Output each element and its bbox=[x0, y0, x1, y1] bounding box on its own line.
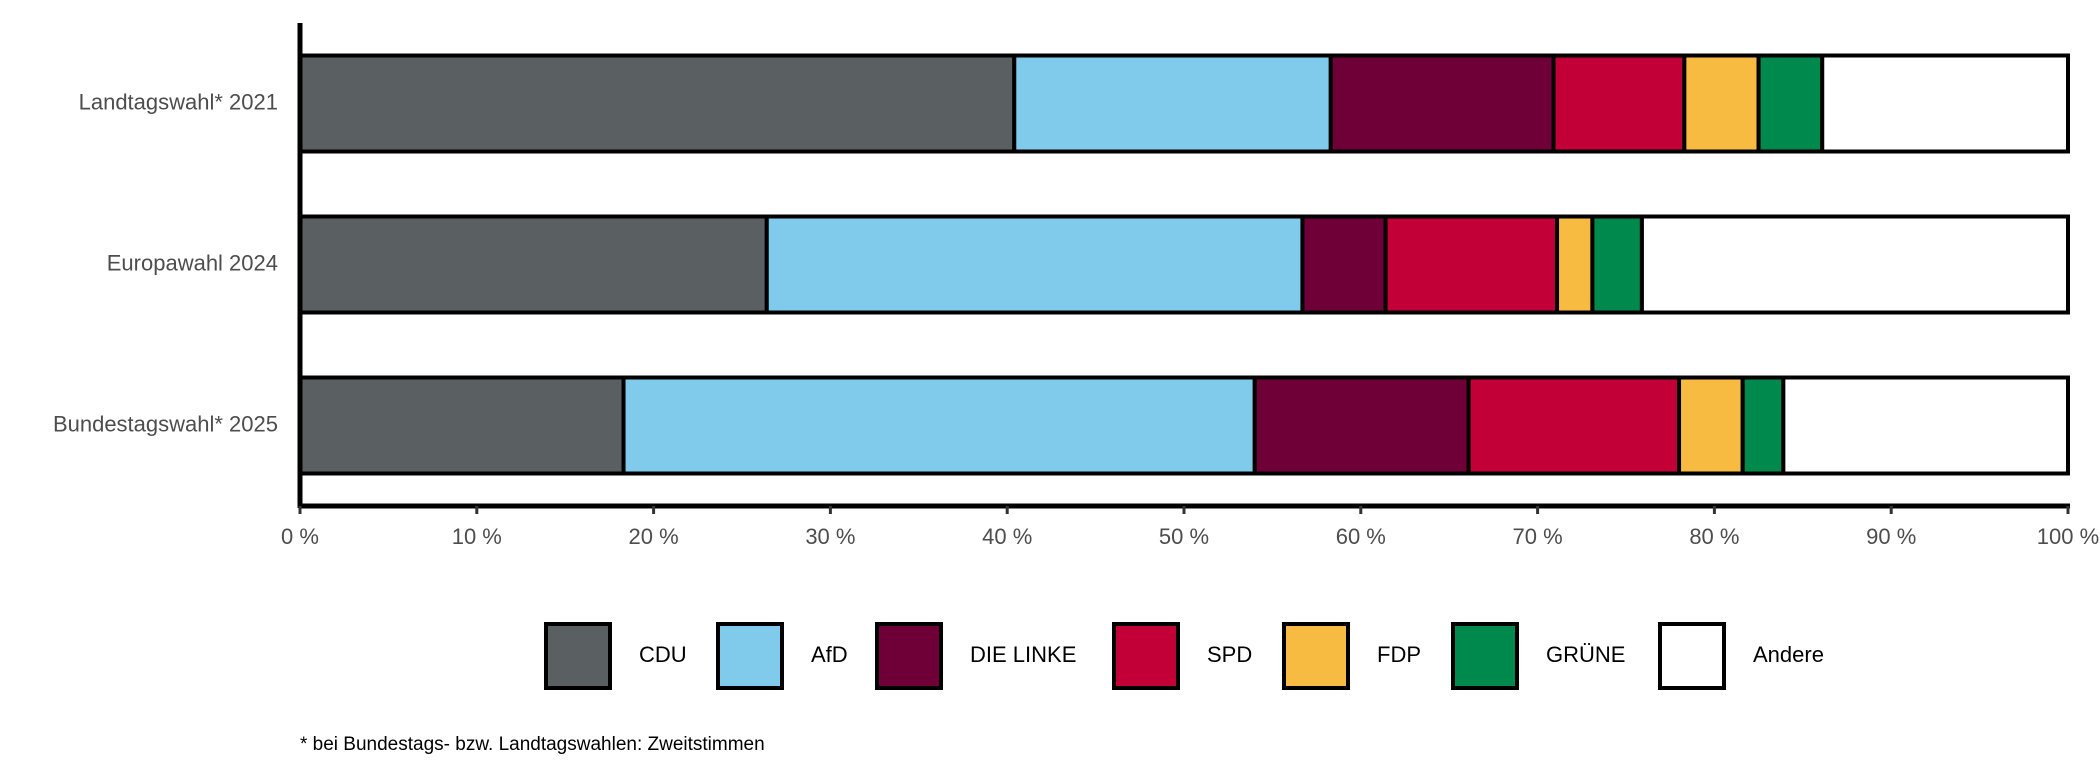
x-tick-label: 30 % bbox=[805, 524, 855, 549]
x-tick-label: 70 % bbox=[1513, 524, 1563, 549]
bar-segment bbox=[1820, 53, 2071, 154]
bar-segment bbox=[1781, 375, 2071, 476]
bar-segment bbox=[298, 375, 626, 476]
x-tick-label: 60 % bbox=[1336, 524, 1386, 549]
bar-segment bbox=[298, 53, 1017, 154]
legend-swatch bbox=[716, 622, 784, 690]
legend-label: GRÜNE bbox=[1546, 642, 1625, 667]
bar-segment bbox=[1555, 214, 1595, 315]
legend-label: DIE LINKE bbox=[970, 642, 1076, 667]
bar-segment bbox=[1756, 53, 1825, 154]
bar-segment bbox=[1383, 214, 1560, 315]
y-tick-label: Landtagswahl* 2021 bbox=[79, 89, 278, 114]
x-tick-label: 0 % bbox=[281, 524, 319, 549]
legend-label: SPD bbox=[1207, 642, 1252, 667]
legend-label: FDP bbox=[1377, 642, 1421, 667]
legend-swatch bbox=[1658, 622, 1726, 690]
bar-segment bbox=[1012, 53, 1333, 154]
bar-segment bbox=[764, 214, 1305, 315]
bar-segment bbox=[1300, 214, 1388, 315]
bar-segment bbox=[621, 375, 1257, 476]
bar-segment bbox=[1551, 53, 1687, 154]
legend-swatch bbox=[1112, 622, 1180, 690]
bar-segment bbox=[1682, 53, 1761, 154]
x-tick-label: 40 % bbox=[982, 524, 1032, 549]
y-tick-label: Bundestagswahl* 2025 bbox=[53, 411, 278, 436]
x-tick-label: 20 % bbox=[629, 524, 679, 549]
x-tick-label: 100 % bbox=[2037, 524, 2099, 549]
x-tick-label: 90 % bbox=[1866, 524, 1916, 549]
x-tick-label: 50 % bbox=[1159, 524, 1209, 549]
footnote: * bei Bundestags- bzw. Landtagswahlen: Z… bbox=[300, 734, 765, 755]
legend-label: Andere bbox=[1753, 642, 1824, 667]
legend-swatch bbox=[544, 622, 612, 690]
bar-segment bbox=[1639, 214, 2070, 315]
bar-segment bbox=[1590, 214, 1644, 315]
bar-segment bbox=[1252, 375, 1471, 476]
bar-segment bbox=[298, 214, 769, 315]
legend-label: AfD bbox=[811, 642, 848, 667]
y-tick-label: Europawahl 2024 bbox=[107, 250, 278, 275]
legend-label: CDU bbox=[639, 642, 687, 667]
legend-swatch bbox=[1282, 622, 1350, 690]
bar-segment bbox=[1740, 375, 1786, 476]
bar-segment bbox=[1328, 53, 1556, 154]
bar-segment bbox=[1466, 375, 1682, 476]
legend-swatch bbox=[1451, 622, 1519, 690]
bar-segment bbox=[1677, 375, 1745, 476]
x-tick-label: 80 % bbox=[1689, 524, 1739, 549]
x-tick-label: 10 % bbox=[452, 524, 502, 549]
legend-swatch bbox=[875, 622, 943, 690]
